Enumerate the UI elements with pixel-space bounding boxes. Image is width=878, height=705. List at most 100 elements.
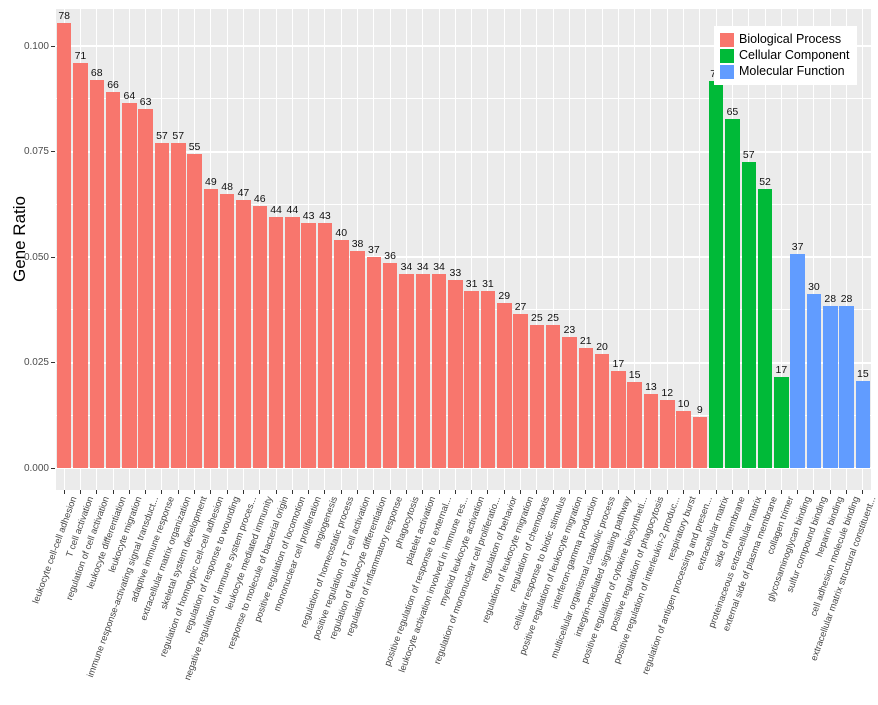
bar	[676, 411, 691, 468]
bar	[513, 313, 528, 468]
bar	[187, 154, 202, 468]
bar	[643, 393, 659, 468]
y-tick-label: 0.050	[23, 251, 49, 263]
vertical-gridline	[503, 9, 505, 490]
bar-value-label: 29	[498, 289, 511, 302]
bar-value-label: 55	[188, 141, 201, 154]
bar-value-label: 37	[368, 244, 380, 256]
bar	[692, 416, 708, 468]
bar	[806, 294, 822, 468]
legend-entry: Cellular Component	[720, 48, 849, 63]
x-axis-tick	[357, 490, 359, 494]
plot-panel: 78 71 68 66 64 63 57 57 55 49 48 47 46 44 44 43 43 40 38 37…	[56, 9, 871, 490]
bar	[334, 239, 349, 468]
minor-gridline	[56, 203, 871, 205]
x-axis-tick	[813, 490, 815, 494]
x-axis-tick	[63, 490, 65, 494]
bar	[252, 205, 267, 468]
bar-value-label: 49	[205, 175, 217, 188]
bar-value-label: 28	[824, 292, 837, 305]
minor-gridline	[56, 414, 871, 416]
bar	[350, 251, 365, 468]
vertical-gridline	[797, 9, 799, 490]
bar-value-label: 34	[400, 261, 413, 274]
x-axis-tick	[324, 490, 326, 494]
x-axis-tick	[422, 490, 424, 494]
x-axis-tick	[242, 490, 244, 494]
x-axis-tick	[308, 490, 310, 494]
vertical-gridline	[650, 9, 652, 490]
legend-swatch-cellular-component	[720, 48, 734, 63]
x-axis-tick	[405, 490, 407, 494]
bar	[366, 257, 382, 468]
x-axis-tick	[520, 490, 522, 494]
y-axis-tick	[51, 362, 55, 363]
bar-value-label: 15	[628, 369, 641, 382]
x-axis-tick	[862, 490, 864, 494]
bar	[823, 305, 838, 468]
y-tick-label: 0.100	[23, 40, 49, 52]
bar	[497, 302, 512, 468]
vertical-gridline	[813, 9, 815, 490]
vertical-gridline	[487, 9, 489, 490]
x-axis-tick	[210, 490, 212, 494]
bar-value-label: 17	[612, 357, 625, 370]
x-axis-tick	[748, 490, 750, 494]
vertical-gridline	[536, 9, 538, 490]
legend-swatch-molecular-function	[720, 64, 734, 79]
bar-value-label: 12	[661, 386, 674, 399]
y-axis-tick	[51, 467, 55, 469]
bar	[774, 376, 789, 468]
bar-value-label: 15	[857, 368, 869, 381]
x-axis-tick	[389, 490, 391, 494]
bar	[431, 274, 447, 468]
major-gridline	[56, 45, 871, 47]
x-axis-tick	[145, 490, 147, 494]
vertical-gridline	[585, 9, 587, 490]
vertical-gridline	[846, 9, 848, 490]
vertical-gridline	[520, 9, 522, 490]
x-axis-tick	[226, 490, 228, 494]
x-axis-tick	[846, 490, 848, 494]
y-tick-label: 0.000	[23, 462, 49, 474]
bar	[105, 91, 121, 468]
bar-value-label: 25	[531, 312, 543, 325]
bar	[301, 222, 316, 468]
bar-value-label: 64	[123, 89, 136, 102]
bar-value-label: 17	[775, 363, 788, 376]
bar-value-label: 66	[107, 78, 119, 91]
vertical-gridline	[422, 9, 424, 490]
bar	[529, 325, 545, 468]
vertical-gridline	[373, 9, 375, 490]
bar	[382, 262, 398, 468]
bar	[203, 188, 219, 468]
vertical-gridline	[617, 9, 619, 490]
minor-gridline	[56, 309, 871, 311]
vertical-gridline	[552, 9, 554, 490]
bar-value-label: 78	[58, 10, 70, 23]
bar-value-label: 38	[351, 238, 364, 251]
major-gridline	[56, 361, 871, 364]
vertical-gridline	[568, 9, 570, 490]
x-axis-tick	[780, 490, 782, 494]
bar	[855, 381, 871, 468]
bar	[464, 291, 479, 468]
x-axis-tick	[373, 490, 375, 494]
y-axis-title: Gene Ratio	[10, 195, 29, 282]
y-axis-tick	[51, 256, 55, 258]
bar	[89, 80, 104, 468]
bar	[73, 63, 88, 468]
x-axis-tick	[259, 490, 261, 494]
x-axis-tick	[650, 490, 652, 494]
x-axis-tick	[128, 490, 130, 494]
bar-value-label: 34	[416, 261, 429, 274]
x-axis-tick	[487, 490, 489, 494]
vertical-gridline	[699, 9, 701, 490]
bar	[415, 274, 430, 468]
x-axis-tick	[112, 490, 114, 494]
vertical-gridline	[405, 9, 407, 490]
legend-entry: Biological Process	[720, 32, 849, 47]
bar	[285, 216, 300, 468]
x-axis-tick	[438, 490, 440, 494]
